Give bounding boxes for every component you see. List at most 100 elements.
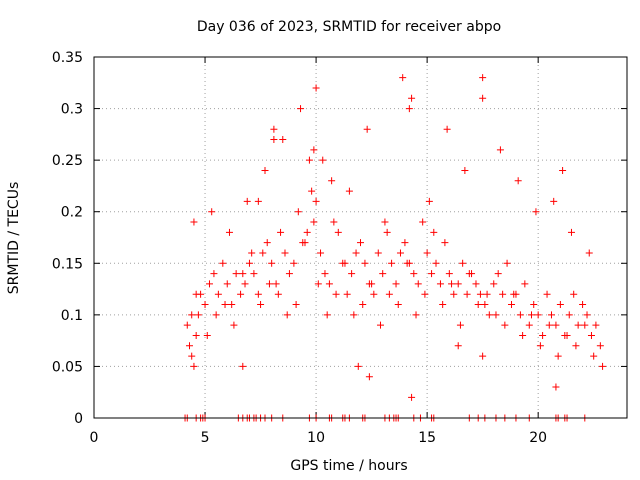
data-point [301,239,309,247]
data-point [599,362,607,370]
data-point [190,362,198,370]
data-point [479,94,487,102]
data-point [587,331,595,339]
data-point [188,311,196,319]
data-point [265,280,273,288]
data-point [481,301,489,309]
data-point [556,301,564,309]
data-point [403,259,411,267]
data-point [330,218,338,226]
axis-ticks [93,56,627,419]
x-tick-label: 0 [90,430,99,446]
data-point [183,321,191,329]
data-point [194,311,202,319]
x-tick-label: 10 [307,430,325,446]
data-point [508,301,516,309]
data-point [456,321,464,329]
y-tick-label: 0.2 [61,205,83,221]
data-point [394,301,402,309]
data-point [454,342,462,350]
data-point [343,290,351,298]
data-point [463,290,471,298]
y-tick-label: 0 [74,411,83,427]
data-point [419,218,427,226]
data-point [448,280,456,288]
data-point [205,280,213,288]
plot-frame [93,56,628,419]
data-point [485,311,493,319]
data-point [408,94,416,102]
data-point [432,259,440,267]
data-point [492,311,500,319]
data-point [203,331,211,339]
data-point [261,166,269,174]
data-point [521,280,529,288]
data-point [250,270,258,278]
data-point [496,146,504,154]
data-point [281,249,289,257]
data-point [385,290,393,298]
data-point [185,342,193,350]
data-point [465,270,473,278]
data-point [536,342,544,350]
data-point [241,280,249,288]
data-point [592,321,600,329]
data-point [441,239,449,247]
data-point [352,249,360,257]
data-point [574,321,582,329]
data-point [365,373,373,381]
data-point [514,177,522,185]
data-point [479,352,487,360]
data-point [212,311,220,319]
data-point [461,166,469,174]
y-tick-label: 0.05 [52,359,83,375]
data-point [283,311,291,319]
data-point [459,259,467,267]
data-point [405,105,413,113]
y-tick-label: 0.3 [61,102,83,118]
data-point [579,301,587,309]
y-axis-label: SRMTID / TECUs [6,182,22,295]
data-point [317,249,325,257]
data-point [423,249,431,257]
data-point [414,280,422,288]
data-point [554,352,562,360]
data-point [547,311,555,319]
data-point [239,362,247,370]
data-point [310,218,318,226]
data-point [312,84,320,92]
data-point [450,290,458,298]
data-point [572,342,580,350]
data-point [321,270,329,278]
data-point [428,270,436,278]
data-point [436,280,444,288]
data-point [294,208,302,216]
data-point [214,290,222,298]
data-point [545,321,553,329]
data-point [532,208,540,216]
data-point [583,311,591,319]
data-point [334,228,342,236]
data-point [272,280,280,288]
data-point [519,331,527,339]
data-point [325,280,333,288]
data-point [381,218,389,226]
data-point [312,197,320,205]
data-point [363,125,371,133]
data-point [259,249,267,257]
data-point [483,290,491,298]
data-point [232,270,240,278]
data-point [341,259,349,267]
data-point [368,280,376,288]
data-point [479,74,487,82]
data-point [290,259,298,267]
data-point [319,156,327,164]
data-point [445,270,453,278]
data-point [530,301,538,309]
data-point [279,136,287,144]
data-point [443,125,451,133]
data-point [516,311,524,319]
data-point [361,259,369,267]
data-point [225,228,233,236]
data-point [188,352,196,360]
